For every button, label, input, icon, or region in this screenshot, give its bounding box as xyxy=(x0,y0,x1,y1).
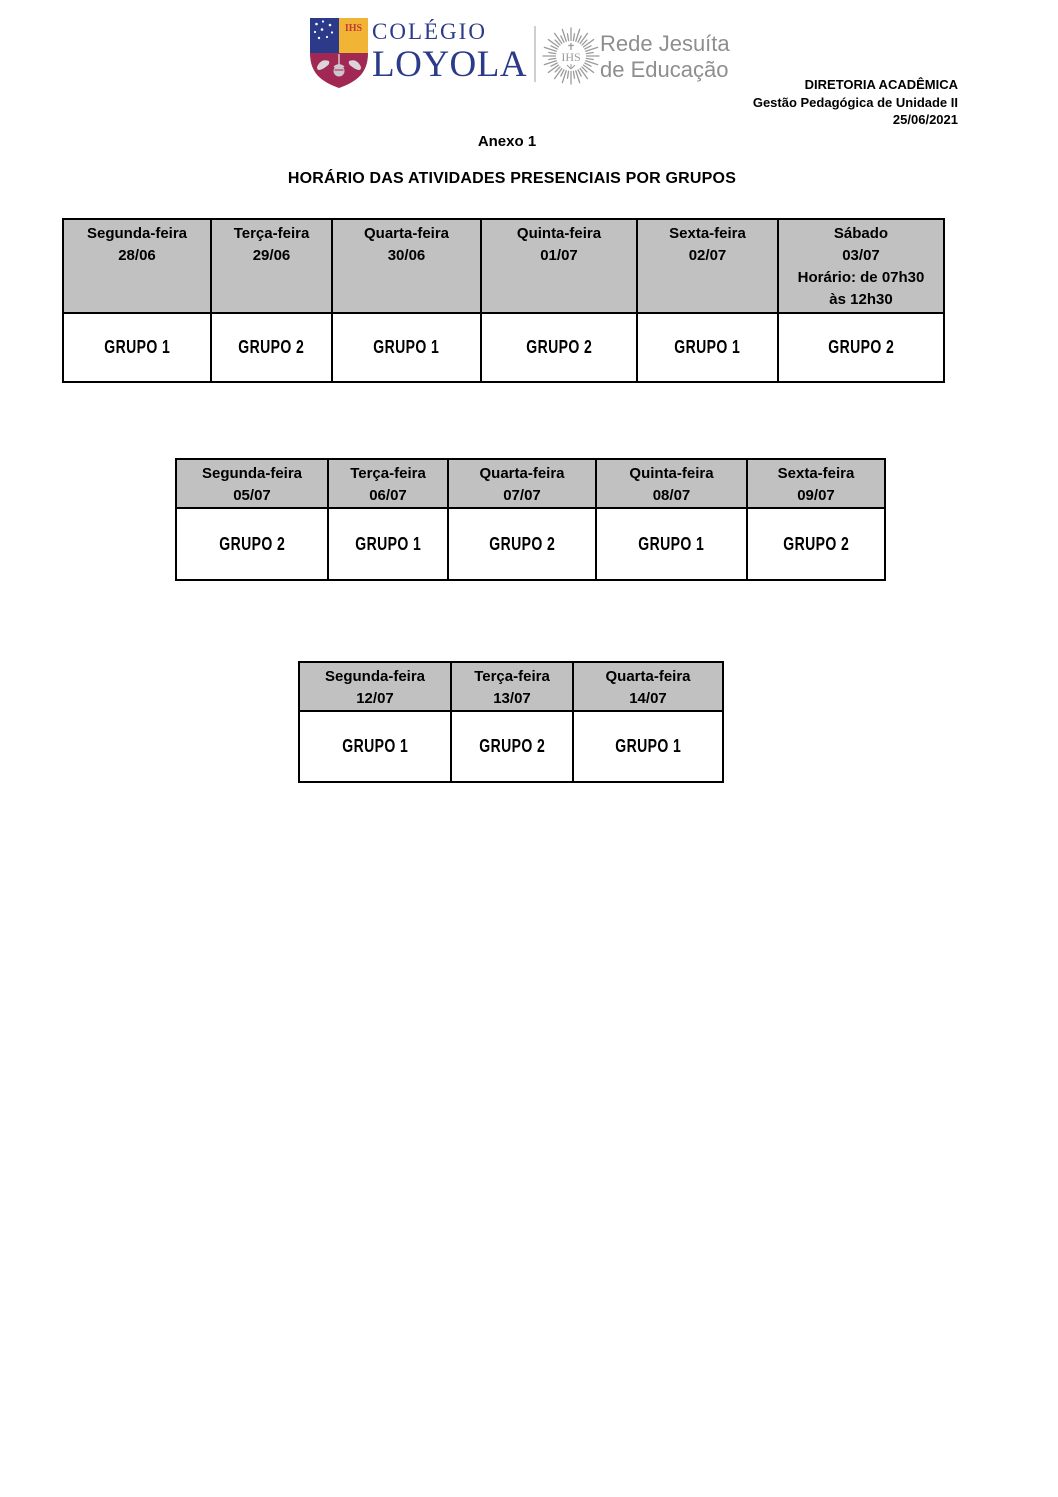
schedule-table-week-3: Segunda-feira 12/07 Terça-feira 13/07 Quarta… xyxy=(298,661,724,783)
schedule-group-cell: GRUPO 2 xyxy=(210,312,333,383)
schedule-day-header: Quinta-feira 01/07 xyxy=(480,218,638,314)
group-label: GRUPO 2 xyxy=(479,736,545,756)
network-name-line2: de Educação xyxy=(600,57,729,82)
network-name-line1: Rede Jesuíta xyxy=(600,31,730,56)
group-label: GRUPO 2 xyxy=(489,533,555,554)
schedule-day-header: Sexta-feira 02/07 xyxy=(636,218,779,314)
schedule-group-cell: GRUPO 1 xyxy=(636,312,779,383)
college-name-bottom: LOYOLA xyxy=(372,44,528,85)
unit-name: Gestão Pedagógica de Unidade II xyxy=(752,94,958,110)
schedule-group-cell: GRUPO 1 xyxy=(298,710,452,783)
network-wordmark: Rede Jesuíta de Educação xyxy=(600,31,730,83)
schedule-group-cell: GRUPO 1 xyxy=(331,312,482,383)
group-label: GRUPO 2 xyxy=(238,337,305,357)
schedule-group-cell: GRUPO 1 xyxy=(327,507,449,581)
sunburst-ihs-text: IHS xyxy=(561,50,580,64)
group-label: GRUPO 1 xyxy=(674,337,741,357)
group-label: GRUPO 2 xyxy=(219,533,285,554)
schedule-day-header: Terça-feira 29/06 xyxy=(210,218,333,314)
annex-title: Anexo 1 xyxy=(477,133,537,150)
group-label: GRUPO 1 xyxy=(638,533,705,554)
schedule-group-cell: GRUPO 1 xyxy=(572,710,724,783)
schedule-group-cell: GRUPO 1 xyxy=(595,507,748,581)
main-title: HORÁRIO DAS ATIVIDADES PRESENCIAIS POR G… xyxy=(287,170,737,187)
document-date: 25/06/2021 xyxy=(892,112,958,127)
group-label: GRUPO 1 xyxy=(615,736,681,756)
college-name-top: COLÉGIO xyxy=(372,19,487,44)
loyola-crest-icon: IHS xyxy=(310,18,368,88)
group-label: GRUPO 1 xyxy=(342,736,408,756)
group-label: GRUPO 2 xyxy=(783,533,849,554)
schedule-day-header: Quinta-feira 08/07 xyxy=(595,458,748,509)
schedule-group-cell: GRUPO 1 xyxy=(62,312,212,383)
schedule-day-header: Terça-feira 13/07 xyxy=(450,661,574,712)
schedule-group-cell: GRUPO 2 xyxy=(480,312,638,383)
schedule-group-cell: GRUPO 2 xyxy=(447,507,597,581)
schedule-group-cell: GRUPO 2 xyxy=(175,507,329,581)
schedule-day-header: Segunda-feira 05/07 xyxy=(175,458,329,509)
logo-divider xyxy=(534,26,536,82)
schedule-day-header: Quarta-feira 14/07 xyxy=(572,661,724,712)
group-label: GRUPO 2 xyxy=(828,337,894,357)
group-label: GRUPO 2 xyxy=(526,337,592,357)
schedule-day-header: Segunda-feira 28/06 xyxy=(62,218,212,314)
group-label: GRUPO 1 xyxy=(373,337,440,357)
crest-ihs-text: IHS xyxy=(345,23,363,34)
schedule-day-header: Segunda-feira 12/07 xyxy=(298,661,452,712)
schedule-group-cell: GRUPO 2 xyxy=(450,710,574,783)
jesuit-sunburst-icon: IHS xyxy=(542,27,600,85)
schedule-day-header: Quarta-feira 07/07 xyxy=(447,458,597,509)
department-info: DIRETORIA ACADÊMICA Gestão Pedagógica de… xyxy=(753,76,958,129)
schedule-group-cell: GRUPO 2 xyxy=(746,507,886,581)
schedule-group-cell: GRUPO 2 xyxy=(777,312,945,383)
schedule-day-header: Sábado 03/07 Horário: de 07h30 às 12h30 xyxy=(777,218,945,314)
schedule-day-header: Terça-feira 06/07 xyxy=(327,458,449,509)
schedule-day-header: Sexta-feira 09/07 xyxy=(746,458,886,509)
college-wordmark: COLÉGIO LOYOLA xyxy=(372,19,527,85)
department-name: DIRETORIA ACADÊMICA xyxy=(804,77,958,92)
group-label: GRUPO 1 xyxy=(104,337,170,357)
schedule-table-week-1: Segunda-feira 28/06 Terça-feira 29/06 Quarta… xyxy=(62,218,945,383)
group-label: GRUPO 1 xyxy=(355,533,421,554)
schedule-day-header: Quarta-feira 30/06 xyxy=(331,218,482,314)
schedule-table-week-2: Segunda-feira 05/07 Terça-feira 06/07 Quarta… xyxy=(175,458,886,581)
